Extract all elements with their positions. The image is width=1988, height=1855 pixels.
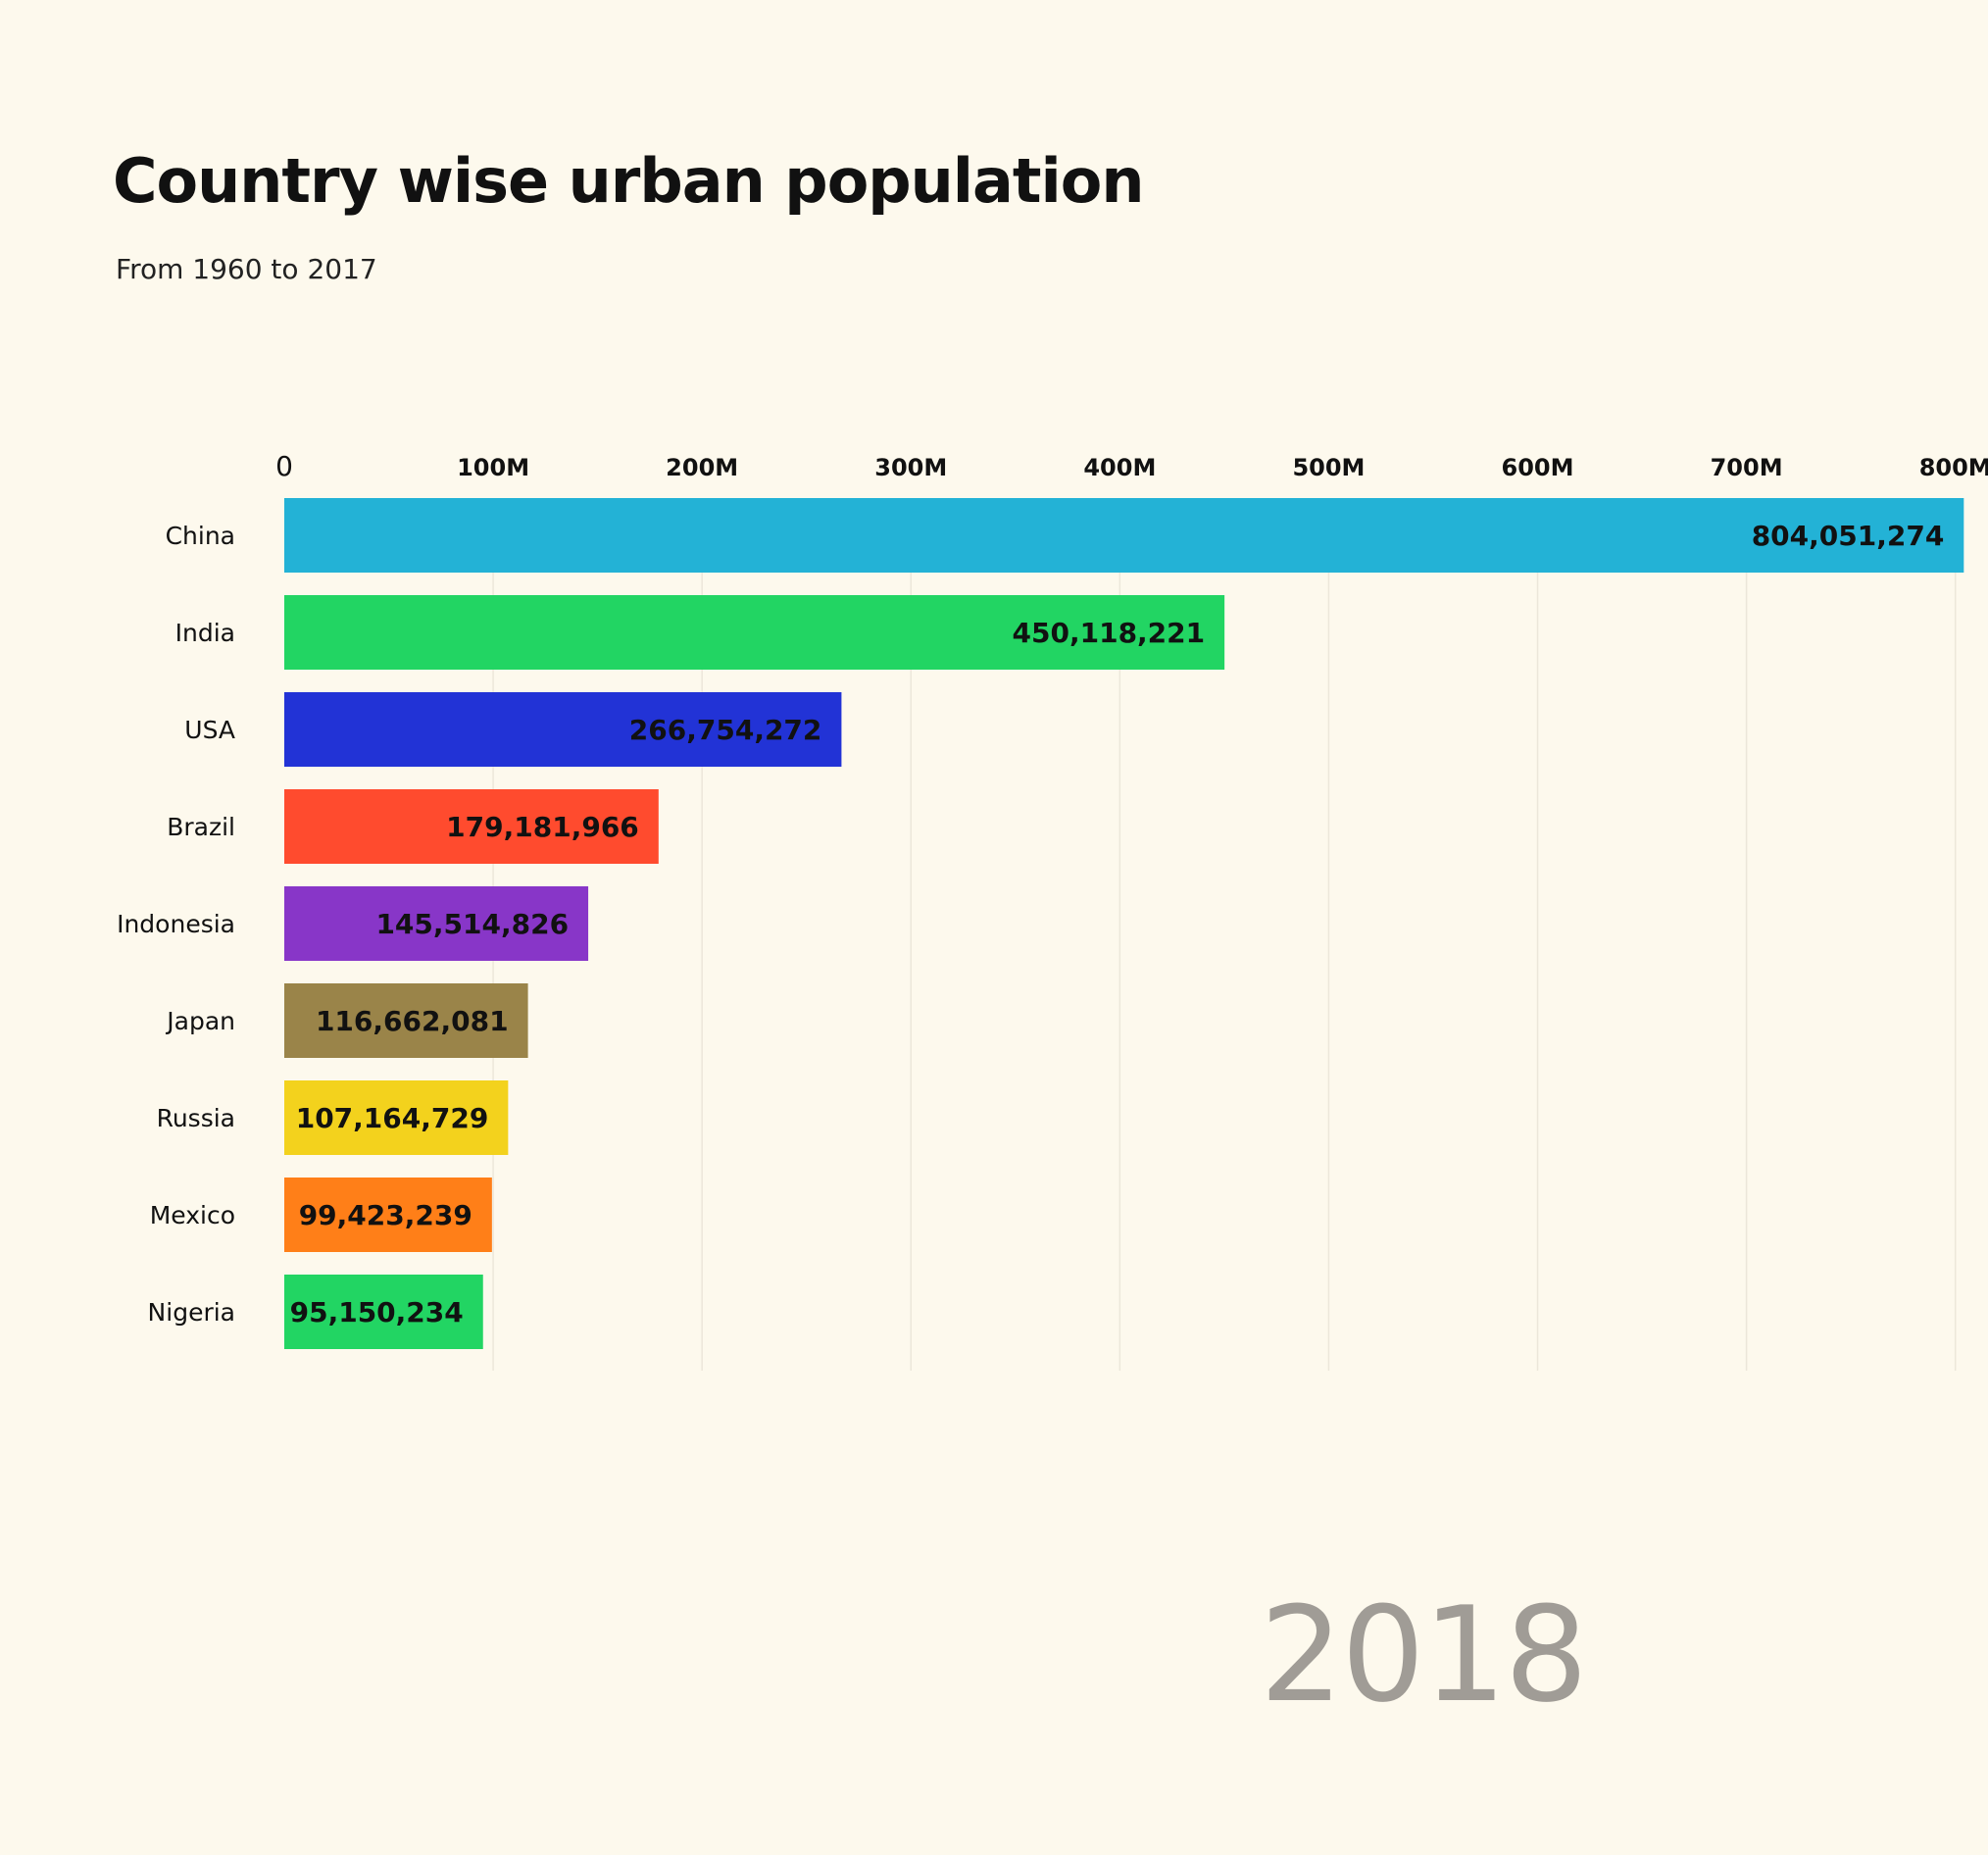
- bar-indonesia: [284, 886, 589, 961]
- gridlines: [492, 500, 1957, 1371]
- category-label: India: [175, 619, 235, 647]
- category-label: Indonesia: [117, 910, 235, 938]
- value-label: 266,754,272: [629, 714, 822, 746]
- value-label: 95,150,234: [290, 1296, 464, 1329]
- bar-nigeria: [284, 1275, 483, 1349]
- value-label: 450,118,221: [1013, 617, 1206, 649]
- x-tick-label: 100M: [457, 454, 529, 481]
- category-label: USA: [184, 716, 235, 744]
- x-tick-label: 700M: [1711, 454, 1783, 481]
- year-label: 2018: [1260, 1579, 1588, 1731]
- bar-india: [284, 595, 1225, 670]
- value-label: 145,514,826: [375, 908, 569, 940]
- category-label: China: [166, 522, 235, 550]
- category-label: Japan: [165, 1007, 235, 1035]
- bar-china: [284, 498, 1964, 573]
- category-label: Nigeria: [148, 1298, 235, 1327]
- chart-title: Country wise urban population: [113, 145, 1145, 217]
- x-tick-label: 200M: [666, 454, 738, 481]
- x-tick-label: 600M: [1502, 454, 1574, 481]
- bars: China 804,051,274 India 450,118,221 USA 266,7…: [117, 498, 1964, 1349]
- category-label: Russia: [157, 1104, 235, 1132]
- x-axis-ticks: 0 100M 200M 300M 400M 500M 600M 700M 800M: [275, 450, 1988, 482]
- category-label: Mexico: [150, 1201, 235, 1229]
- value-label: 179,181,966: [446, 811, 639, 843]
- chart-subtitle: From 1960 to 2017: [116, 253, 377, 285]
- x-tick-label: 300M: [874, 454, 947, 481]
- value-label: 804,051,274: [1752, 520, 1945, 552]
- bar-russia: [284, 1080, 509, 1155]
- value-label: 99,423,239: [299, 1199, 472, 1231]
- bar-mexico: [284, 1178, 492, 1252]
- x-tick-label: 0: [275, 450, 293, 482]
- bar-usa: [284, 692, 842, 767]
- bar-japan: [284, 983, 528, 1058]
- bar-brazil: [284, 789, 659, 864]
- x-tick-label: 500M: [1292, 454, 1365, 481]
- value-label: 116,662,081: [316, 1005, 509, 1037]
- category-label: Brazil: [167, 813, 235, 841]
- x-tick-label: 400M: [1083, 454, 1156, 481]
- x-tick-label: 800M: [1919, 454, 1988, 481]
- value-label: 107,164,729: [296, 1102, 489, 1134]
